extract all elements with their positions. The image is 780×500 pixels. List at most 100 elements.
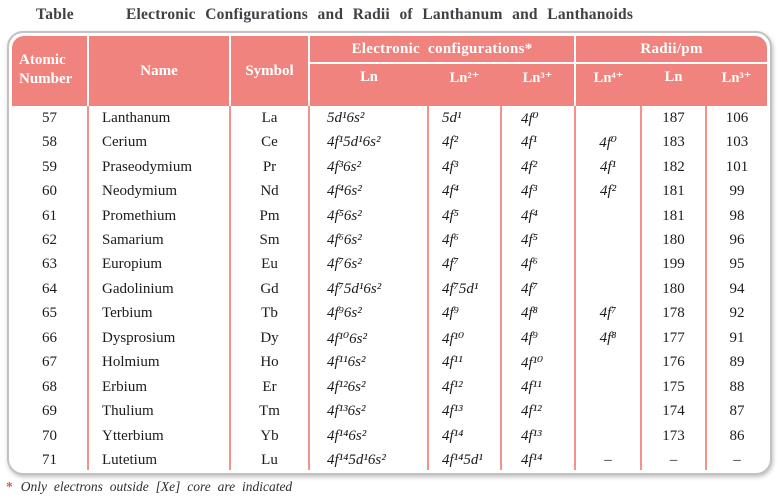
cell-config-ln: 4f¹⁴5d¹6s²	[309, 448, 429, 470]
cell-config-ln: 4f⁵6s²	[309, 203, 429, 229]
cell-atomic-number: 64	[12, 277, 89, 302]
cell-config-ln4	[575, 399, 643, 424]
cell-config-ln2: 4f¹²	[428, 374, 502, 400]
cell-config-ln3: 4f⁴	[501, 203, 577, 229]
cell-radius-ln3: 88	[729, 378, 745, 395]
cell-atomic-number: 60	[12, 179, 89, 204]
cell-radius-ln3: 101	[725, 158, 749, 175]
table-header: Atomic Number Name Symbol Electronic con…	[12, 36, 767, 106]
cell-radius-ln: 187	[641, 106, 708, 131]
table-row: 61 Promethium Pm 4f⁵6s² 4f⁵ 4f⁴ 181 98	[12, 203, 767, 229]
cell-radius-ln: 177	[641, 326, 708, 351]
table-row: 66 Dysprosium Dy 4f¹⁰6s² 4f¹⁰ 4f⁹ 4f⁸ 177 91	[12, 326, 767, 351]
cell-atomic-number: 66	[12, 326, 89, 351]
cell-config-ln4: –	[575, 448, 643, 470]
cell-config-ln3: 4f²	[501, 154, 577, 180]
col-header-atomic-number: Atomic Number	[12, 36, 89, 106]
cell-radius-ln3: 92	[729, 305, 745, 322]
cell-config-ln4: 4f²	[575, 179, 643, 204]
cell-symbol: Tb	[230, 301, 310, 327]
cell-name: Cerium	[88, 130, 231, 155]
col-header-ln: Ln	[309, 63, 428, 106]
cell-radius-ln: 174	[641, 399, 708, 424]
col-header-ln2plus: Ln²⁺	[428, 63, 501, 106]
cell-config-ln4: 4f⁷	[575, 301, 643, 327]
cell-config-ln4	[575, 228, 643, 253]
cell-name: Thulium	[88, 399, 231, 424]
lanthanoid-table: Atomic Number Name Symbol Electronic con…	[12, 36, 767, 470]
table-container: Atomic Number Name Symbol Electronic con…	[7, 31, 772, 475]
table-row: 63 Europium Eu 4f⁷6s² 4f⁷ 4f⁶ 199 95	[12, 252, 767, 278]
cell-atomic-number: 65	[12, 301, 89, 327]
cell-config-ln3: 4f¹⁴	[501, 448, 577, 470]
cell-name: Dysprosium	[88, 326, 231, 351]
table-row: 59 Praseodymium Pr 4f³6s² 4f³ 4f² 4f¹ 182 101	[12, 154, 767, 180]
cell-config-ln: 5d¹6s²	[309, 106, 429, 131]
cell-radius-ln3: 91	[729, 329, 745, 346]
cell-name: Neodymium	[88, 179, 231, 204]
table-caption: Table Electronic Configurations and Radi…	[0, 0, 780, 30]
table-row: 62 Samarium Sm 4f⁶6s² 4f⁶ 4f⁵ 180 96	[12, 228, 767, 253]
col-header-symbol: Symbol	[230, 36, 310, 106]
cell-radius-ln: 181	[641, 179, 708, 204]
cell-config-ln: 4f¹⁰6s²	[309, 326, 429, 351]
col-header-ln3plus: Ln³⁺	[501, 63, 577, 106]
header-sub-row: Ln Ln²⁺ Ln³⁺ Ln⁴⁺ Ln Ln³⁺	[12, 63, 767, 106]
table-label: Table	[36, 6, 74, 23]
cell-config-ln4	[575, 252, 643, 278]
cell-name: Holmium	[88, 350, 231, 375]
cell-name: Europium	[88, 252, 231, 278]
cell-config-ln: 4f⁷6s²	[309, 252, 429, 278]
cell-radius-ln3: 94	[729, 280, 745, 297]
cell-radius-ln: 182	[641, 154, 708, 180]
cell-atomic-number: 58	[12, 130, 89, 155]
table-frame: Atomic Number Name Symbol Electronic con…	[12, 36, 767, 470]
cell-config-ln4	[575, 350, 643, 375]
col-group-radii: Radii/pm	[575, 36, 767, 64]
cell-symbol: Dy	[230, 326, 310, 351]
cell-config-ln2: 4f¹⁴5d¹	[428, 448, 502, 470]
cell-config-ln2: 4f¹⁰	[428, 326, 502, 351]
cell-config-ln2: 5d¹	[428, 106, 502, 131]
cell-atomic-number: 68	[12, 374, 89, 400]
footnote: * Only electrons outside [Xe] core are in…	[6, 479, 292, 495]
cell-config-ln3: 4f¹³	[501, 423, 577, 449]
cell-symbol: Yb	[230, 423, 310, 449]
cell-symbol: Lu	[230, 448, 310, 470]
cell-radius-ln3: 99	[729, 183, 745, 200]
table-row: 57 Lanthanum La 5d¹6s² 5d¹ 4f⁰ 187 106	[12, 106, 767, 131]
cell-name: Ytterbium	[88, 423, 231, 449]
cell-config-ln4	[575, 423, 643, 449]
cell-config-ln3: 4f⁰	[501, 106, 577, 131]
cell-symbol: Pm	[230, 203, 310, 229]
cell-config-ln4: 4f¹	[575, 154, 643, 180]
cell-config-ln2: 4f²	[428, 130, 502, 155]
cell-config-ln3: 4f¹	[501, 130, 577, 155]
cell-radius-ln3: 86	[729, 427, 745, 444]
cell-radius-ln3: 103	[725, 134, 749, 151]
cell-config-ln3: 4f⁸	[501, 301, 577, 327]
cell-config-ln2: 4f⁷5d¹	[428, 277, 502, 302]
cell-radius-ln3: 106	[725, 109, 749, 126]
cell-radius-ln: 183	[641, 130, 708, 155]
cell-radius-ln: 199	[641, 252, 708, 278]
cell-radius-ln3: 87	[729, 403, 745, 420]
cell-config-ln: 4f⁹6s²	[309, 301, 429, 327]
cell-config-ln3: 4f¹¹	[501, 374, 577, 400]
cell-radius-ln3: 96	[729, 231, 745, 248]
cell-name: Terbium	[88, 301, 231, 327]
cell-radius-ln: 173	[641, 423, 708, 449]
cell-radius-ln: 180	[641, 228, 708, 253]
cell-atomic-number: 61	[12, 203, 89, 229]
cell-symbol: Ce	[230, 130, 310, 155]
cell-config-ln2: 4f⁶	[428, 228, 502, 253]
cell-name: Gadolinium	[88, 277, 231, 302]
cell-name: Lanthanum	[88, 106, 231, 131]
col-header-radius-ln3plus: Ln³⁺	[706, 63, 767, 106]
cell-radius-ln: –	[641, 448, 708, 470]
page-title: Electronic Configurations and Radii of L…	[125, 6, 634, 23]
table-row: 65 Terbium Tb 4f⁹6s² 4f⁹ 4f⁸ 4f⁷ 178 92	[12, 301, 767, 327]
cell-symbol: Gd	[230, 277, 310, 302]
cell-radius-ln3: 95	[729, 256, 745, 273]
